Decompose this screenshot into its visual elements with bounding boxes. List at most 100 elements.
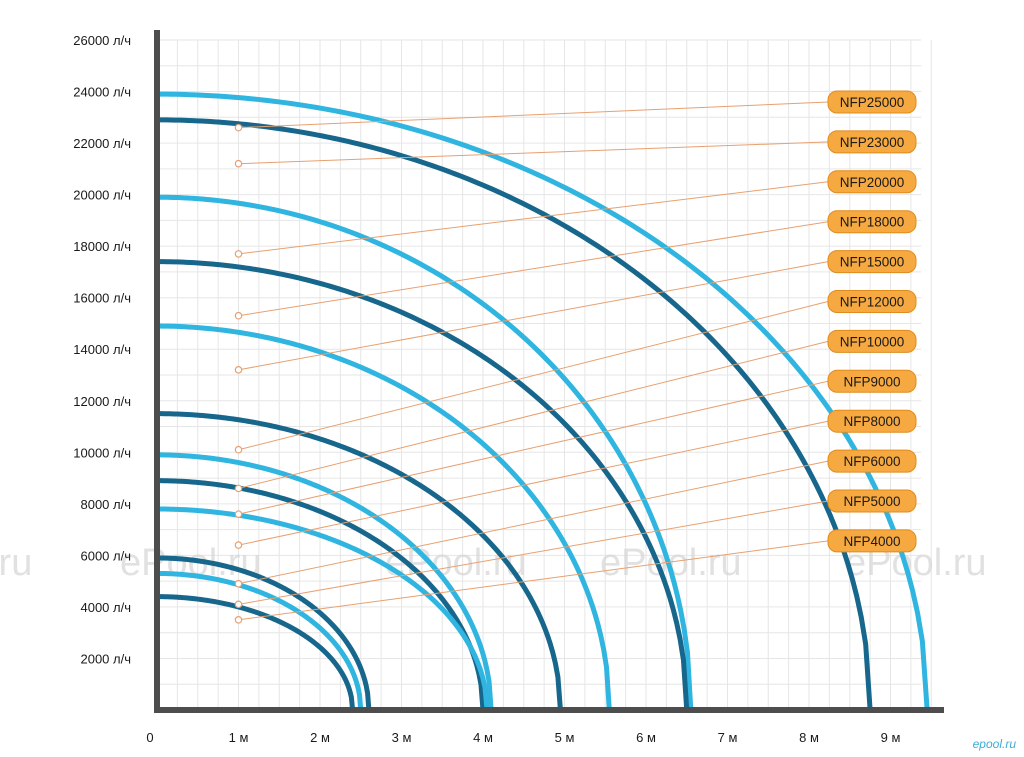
curve-marker: [234, 366, 243, 374]
legend-label: NFP12000: [840, 295, 905, 310]
grid: [157, 39, 932, 710]
curve-nfp15000: [156, 323, 612, 711]
credit: epool.ru: [973, 737, 1017, 751]
x-tick-label: 1 м: [229, 730, 249, 745]
legend-item-nfp4000: NFP4000: [827, 529, 917, 553]
legend: NFP25000 NFP23000 NFP20000 NFP18000 NFP15000…: [827, 90, 917, 553]
curve-nfp25000: [156, 91, 930, 711]
legend-badge: [827, 489, 917, 513]
legend-badge: [827, 170, 917, 194]
legend-item-nfp12000: NFP12000: [827, 290, 917, 313]
legend-badge: [827, 409, 917, 433]
curve-marker: [234, 510, 243, 518]
curve-nfp23000: [156, 117, 873, 711]
watermark-text: .ru: [0, 542, 32, 584]
y-tick-label: 24000 л/ч: [73, 85, 131, 100]
curve-marker: [234, 600, 243, 609]
y-tick-label: 8000 л/ч: [80, 497, 131, 512]
leader-line: [238, 460, 829, 585]
curve-marker: [234, 541, 243, 549]
legend-label: NFP4000: [843, 534, 900, 549]
legend-badge: [827, 90, 917, 114]
curve-marker: [234, 250, 243, 258]
curve-marker: [234, 159, 243, 168]
x-tick-label: 3 м: [392, 730, 412, 745]
legend-badge: [827, 210, 917, 234]
leader-line: [238, 141, 829, 165]
x-tick-label: 0: [146, 730, 153, 745]
curve-nfp4000: [157, 594, 356, 711]
leader-line: [238, 301, 829, 451]
x-tick-label: 6 м: [636, 730, 656, 745]
performance-curves: [156, 91, 930, 711]
legend-label: NFP20000: [840, 175, 905, 190]
curve-nfp10000: [156, 452, 494, 711]
y-tick-label: 10000 л/ч: [73, 445, 131, 460]
legend-label: NFP6000: [843, 454, 900, 469]
legend-label: NFP25000: [840, 95, 905, 110]
legend-item-nfp5000: NFP5000: [827, 489, 917, 513]
x-tick-label: 9 м: [881, 730, 901, 745]
legend-label: NFP5000: [843, 494, 900, 509]
legend-item-nfp25000: NFP25000: [827, 90, 917, 114]
curve-marker: [234, 616, 243, 624]
curve-nfp8000: [157, 506, 490, 711]
legend-badge: [827, 529, 917, 553]
legend-badge: [827, 250, 917, 274]
legend-item-nfp6000: NFP6000: [827, 449, 917, 473]
x-tick-label: 4 м: [473, 730, 493, 745]
y-tick-label: 16000 л/ч: [73, 291, 131, 306]
legend-item-nfp20000: NFP20000: [827, 170, 917, 194]
curve-marker: [234, 484, 243, 493]
curve-nfp18000: [157, 259, 690, 711]
x-tick-label: 8 м: [799, 730, 819, 745]
y-tick-label: 6000 л/ч: [80, 548, 131, 563]
legend-item-nfp9000: NFP9000: [827, 369, 917, 393]
leader-line: [238, 101, 829, 129]
curve-marker: [234, 579, 243, 588]
leader-line: [238, 261, 829, 371]
legend-item-nfp10000: NFP10000: [827, 329, 917, 353]
x-tick-label: 2 м: [310, 730, 330, 745]
legend-item-nfp8000: NFP8000: [827, 409, 917, 433]
x-tick-label: 5 м: [555, 730, 575, 745]
y-tick-label: 20000 л/ч: [73, 188, 131, 203]
leader-line: [238, 340, 829, 489]
y-tick-label: 18000 л/ч: [73, 239, 131, 254]
tick-labels: 2000 л/ч 4000 л/ч 6000 л/ч 8000 л/ч 10000 л/…: [73, 33, 900, 745]
axes: [154, 30, 944, 713]
curve-marker: [234, 123, 243, 132]
legend-badge: [827, 369, 917, 393]
legend-label: NFP23000: [840, 135, 905, 150]
legend-badge: [827, 290, 917, 313]
credit-text: epool.ru: [973, 737, 1017, 751]
legend-label: NFP18000: [840, 215, 905, 230]
curve-nfp20000: [156, 194, 694, 711]
curve-nfp12000: [156, 411, 563, 711]
curve-nfp5000: [156, 570, 364, 711]
curve-marker: [234, 311, 243, 320]
leader-line: [238, 540, 829, 621]
legend-label: NFP8000: [843, 414, 900, 429]
curve-nfp9000: [156, 478, 486, 711]
y-tick-label: 26000 л/ч: [73, 33, 131, 48]
leader-line: [238, 181, 829, 255]
legend-label: NFP15000: [840, 255, 905, 270]
y-tick-label: 2000 л/ч: [80, 651, 131, 666]
leader-line: [238, 420, 829, 546]
legend-item-nfp15000: NFP15000: [827, 250, 917, 274]
leader-lines: [234, 101, 829, 624]
y-tick-label: 12000 л/ч: [73, 394, 131, 409]
legend-badge: [827, 130, 917, 154]
curve-marker: [234, 445, 243, 454]
legend-item-nfp18000: NFP18000: [827, 210, 917, 234]
legend-badge: [827, 449, 917, 473]
legend-label: NFP9000: [843, 374, 900, 389]
leader-line: [238, 221, 829, 317]
y-tick-label: 22000 л/ч: [73, 136, 131, 151]
leader-line: [238, 500, 829, 605]
y-tick-label: 14000 л/ч: [73, 342, 131, 357]
x-tick-label: 7 м: [718, 730, 738, 745]
